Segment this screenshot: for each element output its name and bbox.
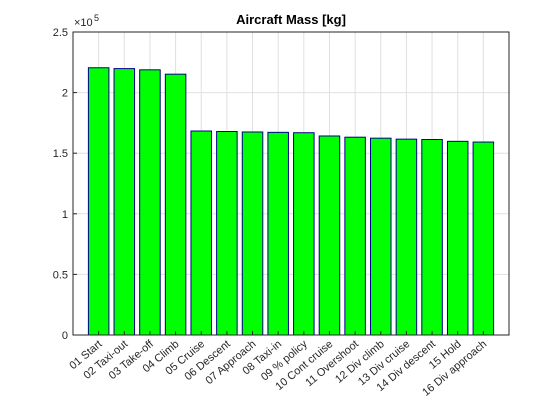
grid-lines (73, 32, 509, 335)
plot-frame (72, 31, 510, 336)
bar (216, 131, 238, 336)
bar (87, 67, 110, 336)
y-tick-label: 0 (62, 330, 68, 342)
bar (164, 73, 187, 336)
bar (370, 137, 392, 336)
bar (113, 68, 136, 336)
y-axis-ticks: 0 0.5 1 1.5 2 2.5 (53, 27, 77, 342)
bar (318, 135, 341, 336)
bar (446, 140, 469, 336)
bar (241, 131, 264, 336)
bar (190, 130, 212, 336)
bars (87, 67, 495, 336)
exponent-base: ×10 (74, 17, 93, 29)
bar (421, 139, 443, 336)
exponent-power: 5 (94, 13, 99, 23)
chart-title: Aircraft Mass [kg] (236, 12, 346, 27)
bar (472, 141, 495, 336)
y-tick-label: 2.5 (53, 27, 68, 39)
bar (267, 131, 289, 336)
y-tick-label: 1.5 (53, 148, 68, 160)
bar (139, 69, 161, 336)
y-tick-label: 2 (62, 88, 68, 100)
bar (293, 132, 315, 336)
y-tick-label: 1 (62, 209, 68, 221)
y-tick-label: 0.5 (53, 269, 68, 281)
bar (344, 136, 366, 336)
y-axis-exponent: ×10 5 (74, 13, 99, 29)
bar (395, 138, 418, 336)
